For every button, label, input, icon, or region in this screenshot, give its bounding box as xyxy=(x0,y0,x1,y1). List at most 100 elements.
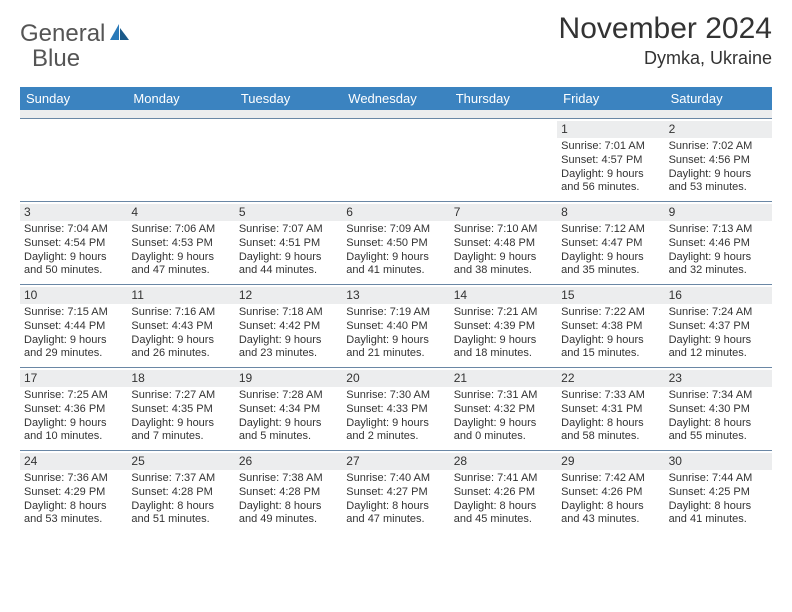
weekday-header: Monday xyxy=(127,87,234,110)
day-cell: 9Sunrise: 7:13 AMSunset: 4:46 PMDaylight… xyxy=(665,202,772,284)
sunrise-text: Sunrise: 7:33 AM xyxy=(561,389,660,403)
day-number: 6 xyxy=(342,204,449,221)
day-cell: 12Sunrise: 7:18 AMSunset: 4:42 PMDayligh… xyxy=(235,285,342,367)
day-cell: 22Sunrise: 7:33 AMSunset: 4:31 PMDayligh… xyxy=(557,368,664,450)
weekday-header: Wednesday xyxy=(342,87,449,110)
sunset-text: Sunset: 4:35 PM xyxy=(131,403,230,417)
sunrise-text: Sunrise: 7:02 AM xyxy=(669,140,768,154)
daylight-text: Daylight: 9 hours xyxy=(346,334,445,348)
weekday-header: Tuesday xyxy=(235,87,342,110)
day-cell: 30Sunrise: 7:44 AMSunset: 4:25 PMDayligh… xyxy=(665,451,772,533)
sunrise-text: Sunrise: 7:42 AM xyxy=(561,472,660,486)
weekday-header: Saturday xyxy=(665,87,772,110)
daylight-text: Daylight: 9 hours xyxy=(454,417,553,431)
sunset-text: Sunset: 4:42 PM xyxy=(239,320,338,334)
sunrise-text: Sunrise: 7:16 AM xyxy=(131,306,230,320)
daylight-text: Daylight: 9 hours xyxy=(346,251,445,265)
day-number: 8 xyxy=(557,204,664,221)
sunrise-text: Sunrise: 7:40 AM xyxy=(346,472,445,486)
sunrise-text: Sunrise: 7:22 AM xyxy=(561,306,660,320)
sunrise-text: Sunrise: 7:13 AM xyxy=(669,223,768,237)
day-cell: 5Sunrise: 7:07 AMSunset: 4:51 PMDaylight… xyxy=(235,202,342,284)
daylight-text: and 53 minutes. xyxy=(24,513,123,527)
week-row: 10Sunrise: 7:15 AMSunset: 4:44 PMDayligh… xyxy=(20,284,772,367)
week-row: 17Sunrise: 7:25 AMSunset: 4:36 PMDayligh… xyxy=(20,367,772,450)
sunset-text: Sunset: 4:37 PM xyxy=(669,320,768,334)
sunrise-text: Sunrise: 7:10 AM xyxy=(454,223,553,237)
day-number: 7 xyxy=(450,204,557,221)
sunrise-text: Sunrise: 7:07 AM xyxy=(239,223,338,237)
weekday-header: Sunday xyxy=(20,87,127,110)
sunrise-text: Sunrise: 7:19 AM xyxy=(346,306,445,320)
brand-text-1: General xyxy=(20,20,105,48)
daylight-text: Daylight: 8 hours xyxy=(669,417,768,431)
daylight-text: and 50 minutes. xyxy=(24,264,123,278)
daylight-text: and 49 minutes. xyxy=(239,513,338,527)
sunset-text: Sunset: 4:30 PM xyxy=(669,403,768,417)
day-cell xyxy=(20,119,127,201)
daylight-text: and 21 minutes. xyxy=(346,347,445,361)
daylight-text: Daylight: 9 hours xyxy=(24,251,123,265)
day-number: 26 xyxy=(235,453,342,470)
daylight-text: and 0 minutes. xyxy=(454,430,553,444)
day-cell: 14Sunrise: 7:21 AMSunset: 4:39 PMDayligh… xyxy=(450,285,557,367)
day-cell: 26Sunrise: 7:38 AMSunset: 4:28 PMDayligh… xyxy=(235,451,342,533)
daylight-text: Daylight: 8 hours xyxy=(454,500,553,514)
sunrise-text: Sunrise: 7:04 AM xyxy=(24,223,123,237)
sunset-text: Sunset: 4:46 PM xyxy=(669,237,768,251)
day-number: 16 xyxy=(665,287,772,304)
sunrise-text: Sunrise: 7:34 AM xyxy=(669,389,768,403)
sunrise-text: Sunrise: 7:38 AM xyxy=(239,472,338,486)
day-number: 5 xyxy=(235,204,342,221)
daylight-text: Daylight: 9 hours xyxy=(239,417,338,431)
daylight-text: Daylight: 9 hours xyxy=(239,334,338,348)
day-number: 18 xyxy=(127,370,234,387)
sunset-text: Sunset: 4:57 PM xyxy=(561,154,660,168)
day-cell: 25Sunrise: 7:37 AMSunset: 4:28 PMDayligh… xyxy=(127,451,234,533)
sunrise-text: Sunrise: 7:41 AM xyxy=(454,472,553,486)
sunset-text: Sunset: 4:39 PM xyxy=(454,320,553,334)
day-number: 25 xyxy=(127,453,234,470)
day-cell: 29Sunrise: 7:42 AMSunset: 4:26 PMDayligh… xyxy=(557,451,664,533)
daylight-text: Daylight: 9 hours xyxy=(561,334,660,348)
daylight-text: and 43 minutes. xyxy=(561,513,660,527)
sunset-text: Sunset: 4:44 PM xyxy=(24,320,123,334)
daylight-text: and 56 minutes. xyxy=(561,181,660,195)
day-cell: 4Sunrise: 7:06 AMSunset: 4:53 PMDaylight… xyxy=(127,202,234,284)
day-cell: 15Sunrise: 7:22 AMSunset: 4:38 PMDayligh… xyxy=(557,285,664,367)
sunset-text: Sunset: 4:28 PM xyxy=(239,486,338,500)
sunrise-text: Sunrise: 7:01 AM xyxy=(561,140,660,154)
sunset-text: Sunset: 4:43 PM xyxy=(131,320,230,334)
daylight-text: and 18 minutes. xyxy=(454,347,553,361)
location: Dymka, Ukraine xyxy=(559,48,772,69)
day-cell: 16Sunrise: 7:24 AMSunset: 4:37 PMDayligh… xyxy=(665,285,772,367)
daylight-text: Daylight: 9 hours xyxy=(669,168,768,182)
day-cell: 7Sunrise: 7:10 AMSunset: 4:48 PMDaylight… xyxy=(450,202,557,284)
day-cell: 19Sunrise: 7:28 AMSunset: 4:34 PMDayligh… xyxy=(235,368,342,450)
day-number: 24 xyxy=(20,453,127,470)
daylight-text: Daylight: 9 hours xyxy=(561,251,660,265)
sunset-text: Sunset: 4:26 PM xyxy=(561,486,660,500)
daylight-text: and 7 minutes. xyxy=(131,430,230,444)
day-number: 3 xyxy=(20,204,127,221)
daylight-text: Daylight: 9 hours xyxy=(454,251,553,265)
day-number: 22 xyxy=(557,370,664,387)
daylight-text: Daylight: 9 hours xyxy=(669,251,768,265)
day-number: 27 xyxy=(342,453,449,470)
day-number: 4 xyxy=(127,204,234,221)
day-cell xyxy=(127,119,234,201)
daylight-text: Daylight: 9 hours xyxy=(131,417,230,431)
day-cell: 28Sunrise: 7:41 AMSunset: 4:26 PMDayligh… xyxy=(450,451,557,533)
daylight-text: and 5 minutes. xyxy=(239,430,338,444)
day-cell xyxy=(342,119,449,201)
day-cell xyxy=(235,119,342,201)
daylight-text: Daylight: 8 hours xyxy=(669,500,768,514)
sunrise-text: Sunrise: 7:36 AM xyxy=(24,472,123,486)
daylight-text: Daylight: 9 hours xyxy=(669,334,768,348)
daylight-text: Daylight: 9 hours xyxy=(561,168,660,182)
sunrise-text: Sunrise: 7:27 AM xyxy=(131,389,230,403)
daylight-text: Daylight: 9 hours xyxy=(131,251,230,265)
week-row: 1Sunrise: 7:01 AMSunset: 4:57 PMDaylight… xyxy=(20,118,772,201)
daylight-text: Daylight: 8 hours xyxy=(561,500,660,514)
sunrise-text: Sunrise: 7:12 AM xyxy=(561,223,660,237)
